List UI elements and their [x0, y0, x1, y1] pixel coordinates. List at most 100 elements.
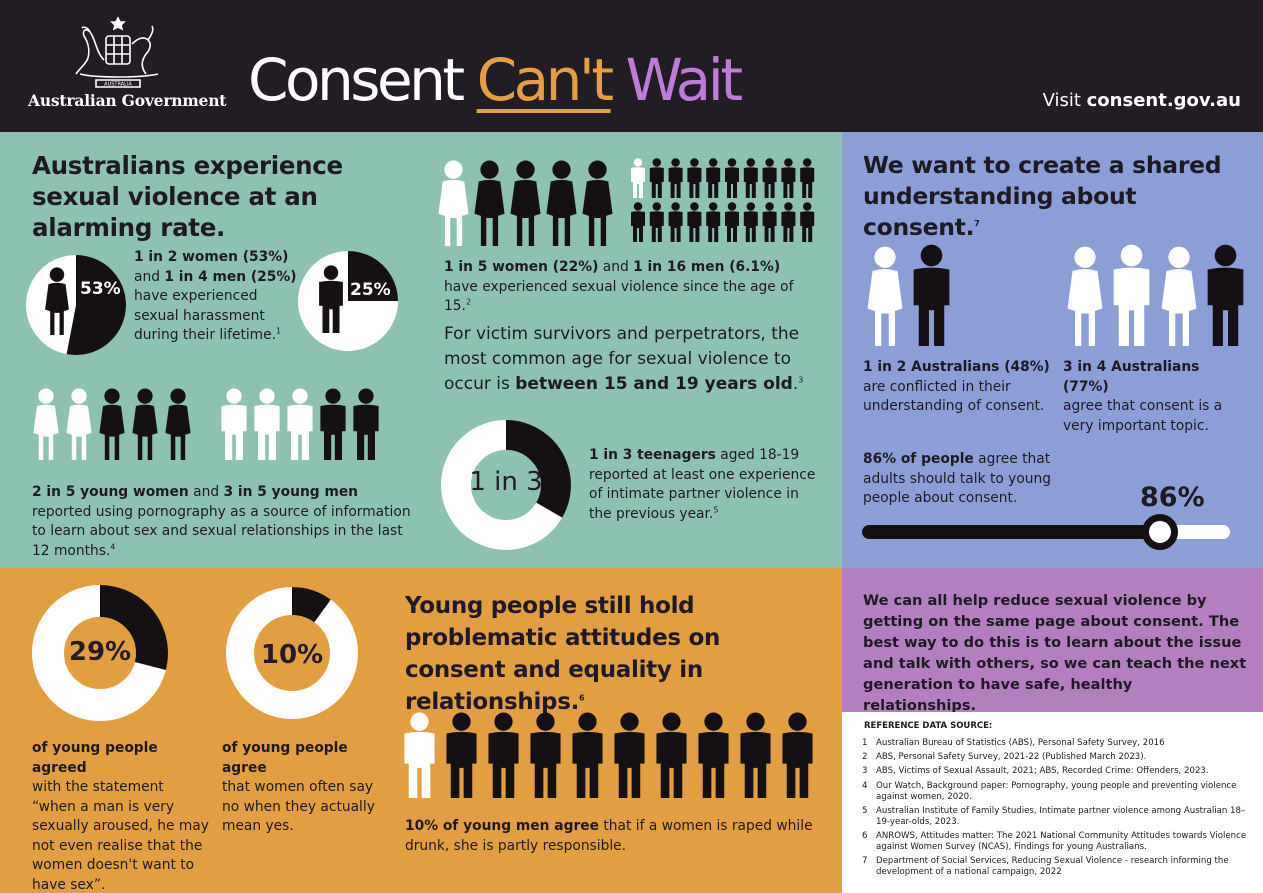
- man-icon: [656, 712, 687, 798]
- women-say-no-donut: [226, 587, 358, 719]
- woman-icon: [510, 160, 541, 246]
- man-icon: [446, 712, 477, 798]
- reference-item: 5 Australian Institute of Family Studies,…: [862, 806, 1252, 828]
- purple-panel: [842, 568, 1263, 712]
- man-icon: [782, 712, 813, 798]
- woman-icon: [165, 388, 191, 460]
- reference-item: 4 Our Watch, Background paper: Pornograph…: [862, 781, 1252, 803]
- man-icon: [631, 202, 645, 242]
- teen-donut-chart: [441, 420, 571, 550]
- man-icon: [687, 202, 702, 242]
- man-icon: [254, 388, 280, 460]
- reference-text: ANROWS, Attitudes matter: The 2021 Natio…: [876, 830, 1247, 852]
- woman-icon: [546, 160, 577, 246]
- teen-text: 1 in 3 teenagers aged 18-19 reported at …: [589, 447, 816, 522]
- woman-icon: [33, 388, 59, 460]
- green-heading: Australians experience sexual violence a…: [32, 151, 343, 242]
- man-icon: [319, 265, 343, 333]
- reference-text: Our Watch, Background paper: Pornography…: [876, 780, 1237, 802]
- man-icon: [649, 202, 664, 242]
- man-icon: [221, 388, 247, 460]
- svg-text:AUSTRALIA: AUSTRALIA: [104, 82, 132, 88]
- man-icon: [762, 158, 777, 198]
- blue-heading: We want to create a shared understanding…: [863, 151, 1222, 241]
- women-harassment-percent: 53%: [80, 279, 121, 299]
- reference-text: ABS, Victims of Sexual Assault, 2021; AB…: [876, 766, 1209, 777]
- man-icon: [614, 712, 645, 798]
- reference-number: 1: [862, 738, 868, 748]
- man-icon: [743, 202, 758, 242]
- man-icon: [668, 202, 683, 242]
- teen-donut-label: 1 in 3: [469, 467, 543, 497]
- reference-number: 5: [862, 805, 868, 816]
- woman-icon: [132, 388, 158, 460]
- man-icon: [698, 712, 729, 798]
- reference-item: 2 ABS, Personal Safety Survey, 2021-22 (P…: [862, 752, 1252, 763]
- man-icon: [725, 202, 739, 242]
- man-icon: [488, 712, 519, 798]
- since15-people-icons: [438, 158, 815, 246]
- man-icon: [320, 388, 346, 460]
- references-title: REFERENCE DATA SOURCE:: [864, 721, 993, 731]
- campaign-title: Consent Can't Wait: [248, 46, 743, 114]
- orange-heading: Young people still hold problematic atti…: [405, 593, 721, 715]
- man-icon: [530, 712, 561, 798]
- reference-number: 3: [862, 766, 868, 777]
- reference-text: Australian Bureau of Statistics (ABS), P…: [876, 738, 1165, 748]
- reference-item: 7 Department of Social Services, Reducing…: [862, 856, 1252, 878]
- reference-number: 6: [862, 830, 868, 841]
- header-banner: AUSTRALIA Australian Government Consent …: [0, 0, 1263, 132]
- young-men-text: 10% of young men agree that if a women i…: [405, 818, 813, 854]
- important-text: 3 in 4 Australians (77%) agree that conse…: [1063, 359, 1223, 434]
- call-to-action-text: We can all help reduce sexual violence b…: [863, 592, 1247, 714]
- man-icon: [781, 202, 796, 242]
- pornography-text: 2 in 5 young women and 3 in 5 young men …: [32, 484, 411, 559]
- conflicted-text: 1 in 2 Australians (48%) are conflicted i…: [863, 359, 1050, 414]
- man-icon: [740, 712, 771, 798]
- talk-progress-fill: [862, 525, 1158, 539]
- person-icon: [867, 246, 903, 346]
- man-icon: [800, 202, 815, 242]
- coat-of-arms-icon: AUSTRALIA: [75, 16, 159, 88]
- common-age-text: For victim survivors and perpetrators, t…: [444, 324, 804, 394]
- person-icon: [913, 244, 950, 346]
- reference-text: Australian Institute of Family Studies, …: [876, 805, 1246, 827]
- important-people-icons: [1067, 244, 1244, 346]
- since15-text: 1 in 5 women (22%) and 1 in 16 men (6.1%…: [444, 259, 794, 314]
- man-icon: [706, 158, 721, 198]
- references-list: 1 Australian Bureau of Statistics (ABS), …: [862, 738, 1252, 881]
- man-icon: [687, 158, 702, 198]
- talk-percent-label: 86%: [1140, 482, 1205, 513]
- aroused-statement-percent: 29%: [68, 637, 132, 667]
- visit-link[interactable]: Visit consent.gov.au: [1042, 90, 1241, 111]
- conflicted-people-icons: [867, 244, 950, 346]
- green-panel: [0, 132, 842, 568]
- person-icon: [1067, 246, 1103, 346]
- man-icon: [668, 158, 683, 198]
- references-panel: [842, 712, 1263, 893]
- talk-progress-knob: [1142, 514, 1178, 550]
- reference-item: 3 ABS, Victims of Sexual Assault, 2021; A…: [862, 766, 1252, 777]
- women-harassment-pie: [26, 255, 127, 355]
- man-icon: [649, 158, 664, 198]
- man-icon: [631, 158, 645, 198]
- blue-panel: [842, 132, 1263, 568]
- woman-icon: [582, 160, 613, 246]
- reference-text: ABS, Personal Safety Survey, 2021-22 (Pu…: [876, 752, 1147, 763]
- woman-icon: [438, 160, 469, 246]
- man-icon: [287, 388, 313, 460]
- person-icon: [1161, 246, 1197, 346]
- person-icon: [1207, 244, 1244, 346]
- reference-number: 7: [862, 856, 868, 867]
- man-icon: [725, 158, 739, 198]
- man-icon: [762, 202, 777, 242]
- government-wordmark: Australian Government: [28, 91, 227, 110]
- man-icon: [706, 202, 721, 242]
- men-harassment-percent: 25%: [350, 280, 391, 300]
- talk-text: 86% of people agree that adults should t…: [863, 451, 1052, 506]
- reference-text: Department of Social Services, Reducing …: [876, 856, 1229, 878]
- woman-icon: [45, 267, 69, 335]
- aroused-statement-text: of young people agreed with the statement…: [32, 740, 209, 893]
- men-harassment-pie: [298, 251, 398, 351]
- women-say-no-percent: 10%: [260, 640, 324, 670]
